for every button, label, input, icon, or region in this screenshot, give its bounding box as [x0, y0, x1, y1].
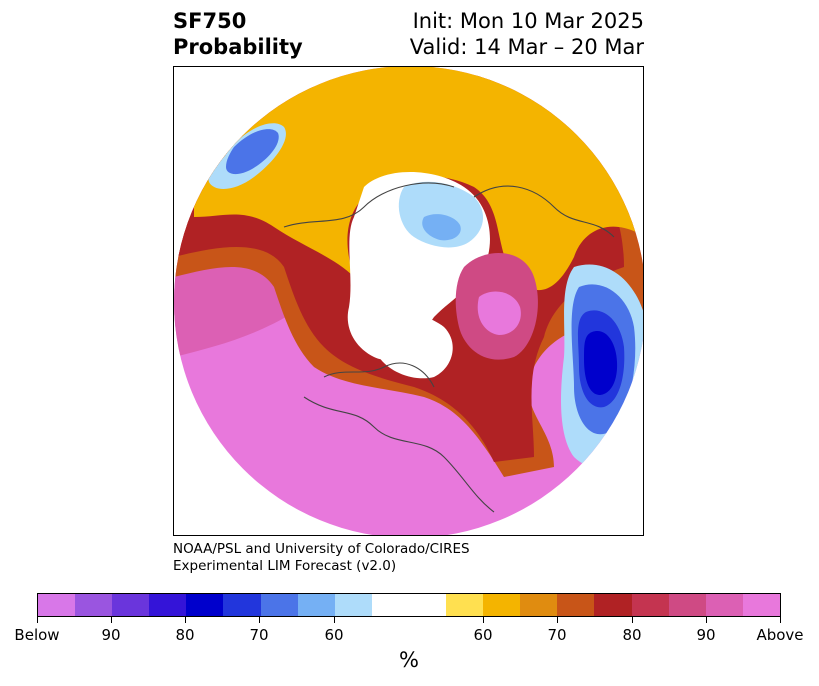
credit: NOAA/PSL and University of Colorado/CIRE… — [173, 541, 470, 575]
colorbar-below-3 — [149, 594, 187, 616]
init-date: Init: Mon 10 Mar 2025 — [412, 9, 644, 33]
colorbar-above-2 — [520, 594, 558, 616]
title-right: Init: Mon 10 Mar 2025 Valid: 14 Mar – 20… — [410, 8, 644, 60]
colorbar-below-1 — [75, 594, 113, 616]
europe-below-core — [584, 331, 618, 395]
credit-line-2: Experimental LIM Forecast (v2.0) — [173, 558, 397, 574]
colorbar — [37, 593, 781, 617]
colorbar-unit: % — [399, 648, 419, 672]
canada-neutral — [369, 311, 453, 379]
colorbar-above-0 — [446, 594, 484, 616]
colorbar-below-7 — [297, 594, 335, 616]
colorbar-above-7 — [705, 594, 743, 616]
colorbar-tick — [557, 617, 558, 623]
colorbar-tick-label: 60 — [324, 626, 344, 644]
colorbar-tick-label: Below — [14, 626, 60, 644]
colorbar-tick-label: 90 — [101, 626, 121, 644]
title-left: SF750 Probability — [173, 8, 303, 60]
colorbar-tick-label: 60 — [473, 626, 493, 644]
arctic-below-core — [422, 214, 461, 241]
colorbar-tick — [706, 617, 707, 623]
colorbar-below-0 — [38, 594, 76, 616]
colorbar-above-4 — [594, 594, 632, 616]
colorbar-tick-label: 70 — [249, 626, 269, 644]
colorbar-below-4 — [186, 594, 224, 616]
colorbar-above-8 — [742, 594, 780, 616]
colorbar-tick — [334, 617, 335, 623]
map-svg — [174, 67, 643, 535]
coast-line-3 — [283, 182, 455, 228]
colorbar-below-8 — [334, 594, 372, 616]
credit-line-1: NOAA/PSL and University of Colorado/CIRE… — [173, 541, 470, 557]
colorbar-tick — [483, 617, 484, 623]
colorbar-tick-label: 90 — [696, 626, 716, 644]
variable-title: SF750 — [173, 9, 247, 33]
siberia-above-core — [477, 291, 521, 335]
colorbar-neutral — [371, 594, 447, 616]
coast-line-4 — [473, 185, 615, 238]
eastasia-below-core — [226, 129, 279, 175]
colorbar-tick-label: 80 — [622, 626, 642, 644]
colorbar-tick — [259, 617, 260, 623]
colorbar-tick — [780, 617, 781, 623]
colorbar-tick — [632, 617, 633, 623]
colorbar-tick — [37, 617, 38, 623]
colorbar-below-2 — [112, 594, 150, 616]
colorbar-below-5 — [223, 594, 261, 616]
colorbar-below-6 — [260, 594, 298, 616]
colorbar-tick-label: 80 — [175, 626, 195, 644]
colorbar-tick-label: Above — [756, 626, 804, 644]
coast-line-2 — [323, 362, 435, 388]
colorbar-above-1 — [483, 594, 521, 616]
colorbar-tick-label: 70 — [547, 626, 567, 644]
colorbar-tick — [111, 617, 112, 623]
forecast-map — [173, 66, 644, 536]
colorbar-above-3 — [557, 594, 595, 616]
yellow-ring — [194, 67, 643, 291]
colorbar-above-5 — [631, 594, 669, 616]
valid-range: Valid: 14 Mar – 20 Mar — [409, 35, 644, 59]
colorbar-above-6 — [668, 594, 706, 616]
colorbar-tick — [185, 617, 186, 623]
product-title: Probability — [173, 35, 303, 59]
coast-line-1 — [303, 396, 495, 513]
